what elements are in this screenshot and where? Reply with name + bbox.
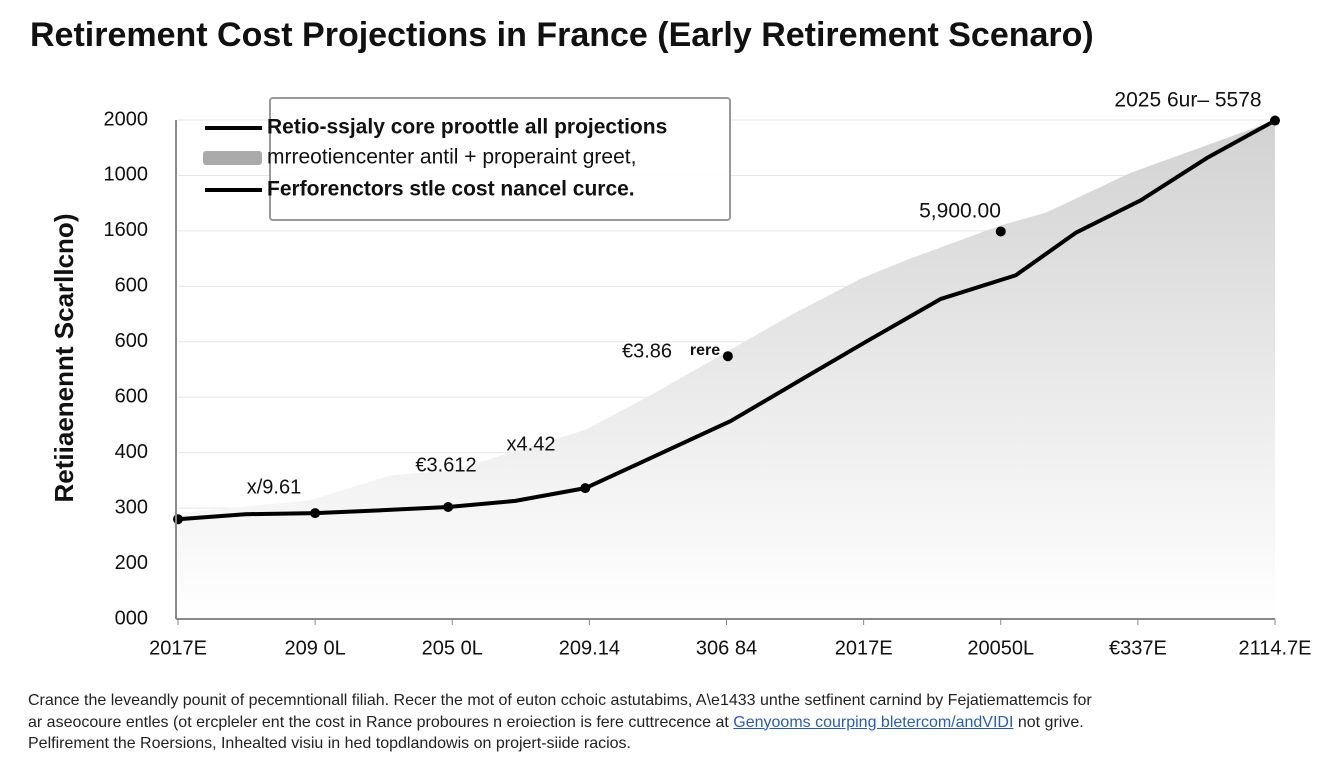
area bbox=[178, 120, 1275, 619]
annotation: €3.612 bbox=[415, 454, 476, 476]
x-tick-label: 2114.7E bbox=[1238, 637, 1311, 659]
footnote-text: not grive. bbox=[1013, 713, 1084, 731]
legend-swatch bbox=[203, 151, 262, 165]
y-tick-label: 400 bbox=[115, 441, 148, 463]
legend-label: Retio-ssjaly core proottle all projectio… bbox=[267, 116, 667, 139]
point bbox=[722, 351, 733, 362]
point bbox=[1270, 115, 1280, 126]
legend-label: mrreotiencenter antil + properaint greet… bbox=[267, 146, 636, 169]
footnote-link[interactable]: Genyooms courping bletercom/andVIDI bbox=[733, 713, 1014, 731]
chart: Retirement Cost Projections in France (E… bbox=[30, 16, 1312, 659]
annotation: rere bbox=[690, 342, 720, 359]
y-axis-title: Retiiaenennt Scarllcno) bbox=[49, 214, 79, 503]
y-tick-label: 1000 bbox=[104, 164, 149, 186]
footnote-text: ar aseocoure entles (ot ercpleler ent th… bbox=[28, 713, 734, 731]
legend-box bbox=[269, 97, 731, 221]
point bbox=[443, 502, 454, 513]
y-tick-label: 2000 bbox=[104, 108, 149, 130]
y-tick-label: 600 bbox=[115, 386, 148, 408]
legend-label: Ferforenctors stle cost nancel curce. bbox=[267, 178, 635, 201]
annotation: 2025 6ur– 5578 bbox=[1114, 89, 1261, 112]
y-tick-label: 300 bbox=[115, 496, 148, 518]
footnote-line: Crance the leveandly pounit of pecemntio… bbox=[28, 692, 1092, 709]
point bbox=[995, 226, 1006, 237]
x-tick-label: 205 0L bbox=[422, 637, 483, 659]
x-tick-label: 2017E bbox=[149, 637, 207, 659]
annotation: €3.86 bbox=[622, 340, 672, 362]
x-tick-label: 306 84 bbox=[696, 637, 757, 659]
annotation: x4.42 bbox=[507, 433, 556, 455]
annotation: x/9.61 bbox=[247, 476, 301, 498]
y-tick-label: 200 bbox=[115, 552, 148, 574]
point bbox=[310, 508, 321, 519]
point bbox=[580, 483, 591, 494]
y-tick-label: 000 bbox=[115, 607, 148, 629]
footnote-line: Pelfirement the Roersions, Inhealted vis… bbox=[28, 735, 631, 752]
x-tick-label: 20050L bbox=[967, 637, 1034, 659]
line bbox=[177, 118, 1276, 522]
annotation: 5,900.00 bbox=[919, 200, 1001, 223]
x-tick-label: €337E bbox=[1109, 637, 1167, 659]
footnote-line: ar aseocoure entles (ot ercpleler ent th… bbox=[28, 712, 1328, 734]
chart-title: Retirement Cost Projections in France (E… bbox=[30, 16, 1094, 54]
x-tick-label: 209.14 bbox=[559, 637, 620, 659]
footnote: Crance the leveandly pounit of pecemntio… bbox=[28, 690, 1328, 755]
point bbox=[173, 514, 183, 525]
y-tick-label: 600 bbox=[115, 275, 148, 297]
x-tick-label: 2017E bbox=[835, 637, 893, 659]
y-tick-label: 1600 bbox=[104, 219, 149, 241]
y-tick-label: 600 bbox=[115, 330, 148, 352]
x-tick-label: 209 0L bbox=[285, 637, 346, 659]
